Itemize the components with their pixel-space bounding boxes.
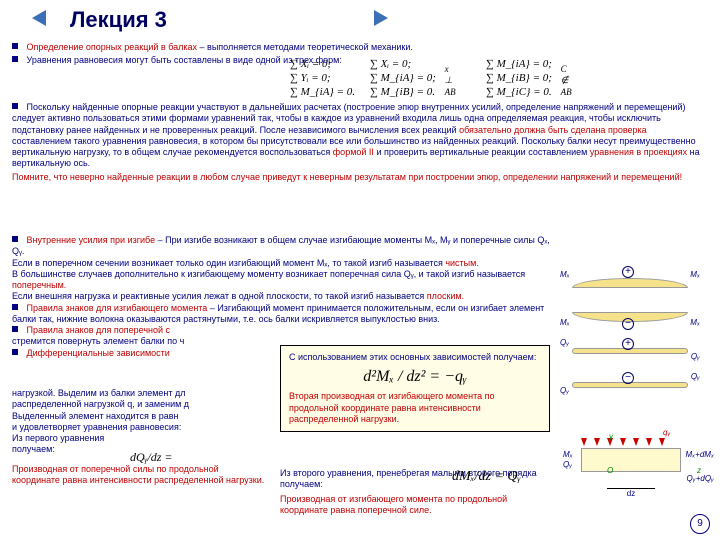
formula-dm: dMₓ/dz = Qᵧ [452, 468, 521, 486]
p2-l4r: плоским. [427, 291, 464, 301]
lbl-mxdm: Mₓ+dMₓ [685, 450, 714, 460]
lbl-qy: Qᵧ [691, 352, 700, 362]
p2-l2: Если в поперечном сечении возникает толь… [12, 258, 445, 268]
p1-remember: Помните, что неверно найденные реакции в… [12, 172, 708, 183]
p2-h3: Правила знаков для поперечной с [27, 325, 171, 335]
formula-col-1: ∑ Xᵢ = 0; ∑ Yᵢ = 0; ∑ M_{iA} = 0. [290, 58, 355, 99]
axis-y: y [609, 432, 613, 442]
p2-l13: Из первого уравнения [12, 433, 268, 444]
lbl-mx: Mₓ [690, 318, 700, 328]
bullet-icon [12, 304, 18, 310]
left-bottom-block: нагрузкой. Выделим из балки элемент дл р… [12, 388, 268, 486]
p2-h4: Дифференциальные зависимости [27, 348, 170, 358]
p2-l12: и удовлетворяет уравнения равновесия: [12, 422, 268, 433]
p2-l4: Если внешняя нагрузка и реактивные усили… [12, 291, 427, 301]
p2-l7: стремится повернуть элемент балки по ч [12, 336, 184, 346]
beam-diagrams: Mₓ Mₓ + Mₓ Mₓ − Qᵧ Qᵧ + Qᵧ Qᵧ − [560, 270, 710, 406]
beam-element [581, 448, 681, 472]
callout-t2: Вторая производная от изгибающего момент… [289, 391, 541, 425]
bullet-icon [12, 103, 18, 109]
p2-l3r: поперечным. [12, 280, 66, 290]
sign-minus: − [622, 318, 634, 330]
origin: O [607, 466, 613, 476]
paragraph-2: Внутренние усилия при изгибе – При изгиб… [12, 235, 556, 359]
p1-red1: обязательно должна быть сделана проверка [459, 125, 647, 135]
bullet-icon [12, 236, 18, 242]
callout-formula: d²Mₓ / dz² = −qᵧ [289, 367, 541, 387]
p2-h1: Внутренние усилия при изгибе [27, 235, 156, 245]
b5-t2: Производная от изгибающего момента по пр… [280, 494, 555, 517]
formula-dq: dQᵧ/dz = [130, 450, 173, 465]
lbl-mx: Mₓ [560, 318, 570, 328]
axis-z: z [697, 466, 701, 476]
distributed-load-icon [581, 438, 681, 448]
p2-l9: нагрузкой. Выделим из балки элемент дл [12, 388, 268, 399]
p1-text3: и проверить вертикальные реакции составл… [376, 147, 589, 157]
callout-box: С использованием этих основных зависимос… [280, 345, 550, 432]
intro-text: – выполняется методами теоретической мех… [197, 42, 413, 52]
beam-1 [572, 278, 688, 288]
bullet-icon [12, 43, 18, 49]
p2-l3: В большинстве случаев дополнительно к из… [12, 269, 525, 279]
prev-arrow-icon[interactable] [28, 8, 50, 28]
lbl-qy: Qᵧ [691, 372, 700, 382]
callout-t1: С использованием этих основных зависимос… [289, 352, 541, 363]
lecture-title: Лекция 3 [70, 6, 167, 34]
page-number: 9 [690, 514, 710, 534]
next-arrow-icon[interactable] [370, 8, 392, 28]
lbl-dz: dz [607, 488, 655, 499]
p1-red3: уравнения в проекциях [590, 147, 687, 157]
p2-h2: Правила знаков для изгибающего момента [27, 303, 208, 313]
bullet-icon [12, 326, 18, 332]
bullet-icon [12, 56, 18, 62]
formula-col-2: ∑ Xᵢ = 0; ∑ M_{iA} = 0; ∑ M_{iB} = 0. x … [370, 58, 456, 99]
lbl-qy: Qᵧ [560, 386, 569, 396]
sign-plus: + [622, 338, 634, 350]
lbl-mx: Mₓ [563, 450, 573, 460]
intro-term: Определение опорных реакций в балках [27, 42, 198, 52]
bullet-icon [12, 349, 18, 355]
paragraph-1: Поскольку найденные опорные реакции учас… [12, 102, 708, 183]
formula-col-3: ∑ M_{iA} = 0; ∑ M_{iB} = 0; ∑ M_{iC} = 0… [486, 58, 572, 99]
intro-block: Определение опорных реакций в балках – в… [12, 42, 708, 69]
lbl-qy-load: qᵧ [663, 428, 670, 438]
lbl-qy: Qᵧ [563, 460, 572, 470]
p1-red2: формой II [333, 147, 374, 157]
dz-element-diagram: qᵧ Mₓ Qᵧ Mₓ+dMₓ Qᵧ+dQᵧ y z O dz [563, 430, 708, 510]
lbl-qy: Qᵧ [560, 338, 569, 348]
p2-l2r: чистым. [445, 258, 479, 268]
sign-plus: + [622, 266, 634, 278]
summary-1: Производная от поперечной силы по продол… [12, 464, 268, 487]
sign-minus: − [622, 372, 634, 384]
p2-l10: распределенной нагрузкой q, и заменим д [12, 399, 268, 410]
p2-l11: Выделенный элемент находится в равн [12, 411, 268, 422]
lbl-mx: Mₓ [690, 270, 700, 280]
lbl-mx: Mₓ [560, 270, 570, 280]
